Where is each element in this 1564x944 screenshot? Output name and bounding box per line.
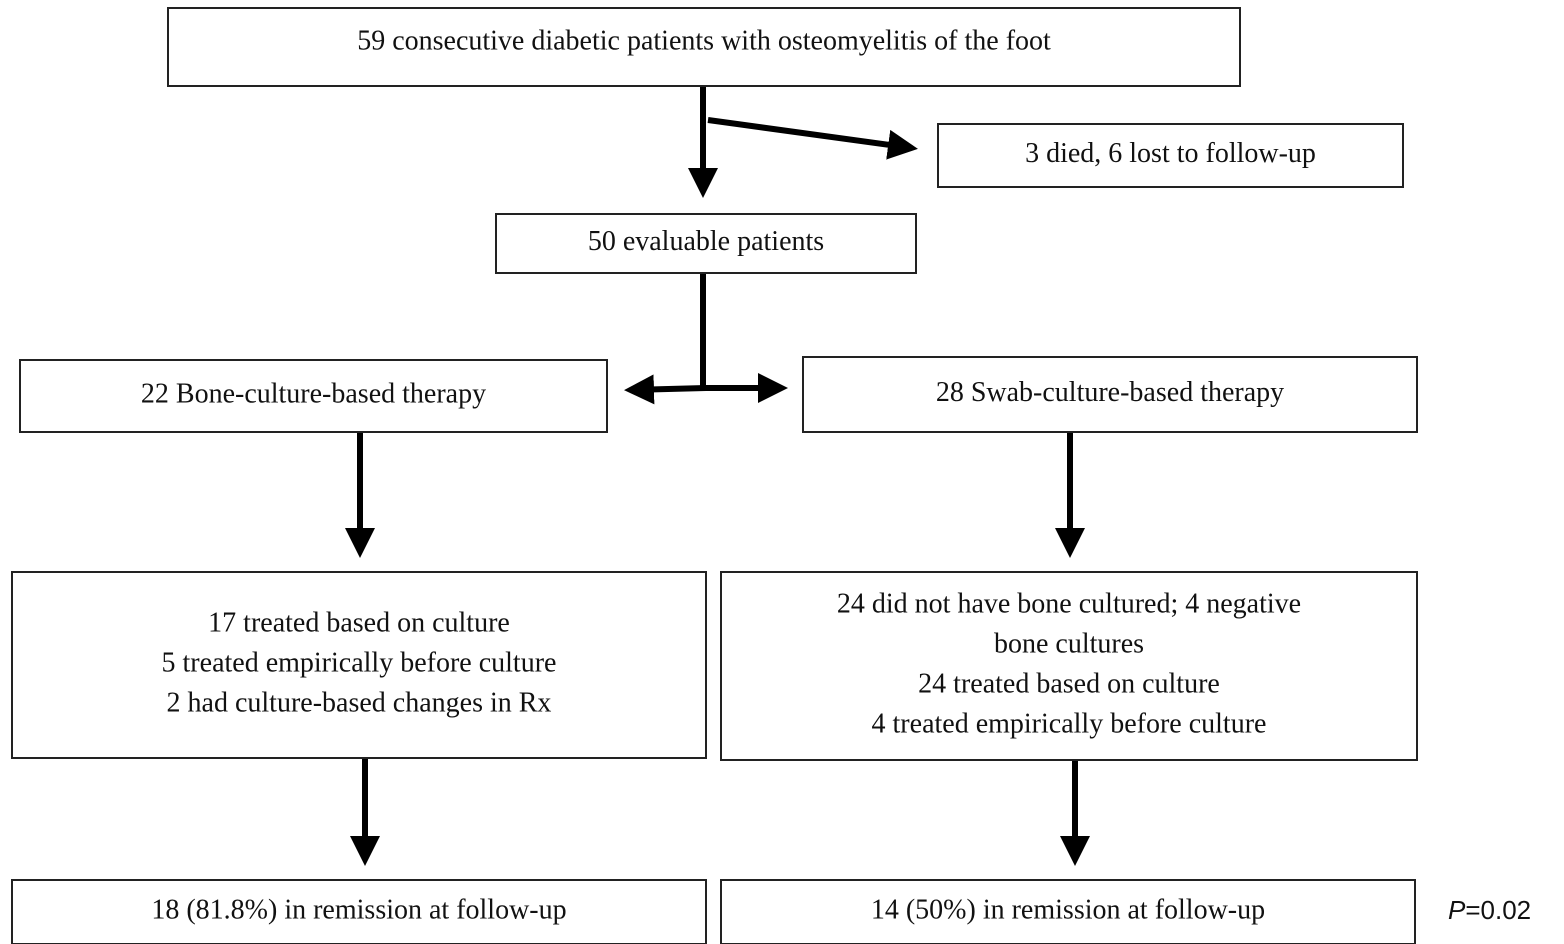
box-text: 5 treated empirically before culture xyxy=(162,647,557,678)
arrow xyxy=(707,117,918,160)
box xyxy=(495,213,917,274)
box xyxy=(167,7,1241,87)
box xyxy=(19,359,608,433)
box xyxy=(937,123,1404,188)
box-text: bone cultures xyxy=(994,628,1144,659)
box xyxy=(802,356,1418,433)
box-text: 24 did not have bone cultured; 4 negativ… xyxy=(837,588,1301,619)
box xyxy=(720,879,1416,944)
p-value: P=0.02 xyxy=(1448,895,1531,925)
box-text: 22 Bone-culture-based therapy xyxy=(141,378,486,409)
box xyxy=(720,571,1418,761)
box-text: 24 treated based on culture xyxy=(918,668,1220,699)
box xyxy=(11,571,707,759)
box-text: 2 had culture-based changes in Rx xyxy=(167,687,552,718)
box-text: 28 Swab-culture-based therapy xyxy=(936,377,1284,408)
box-text: 59 consecutive diabetic patients with os… xyxy=(357,25,1051,56)
p-symbol: P xyxy=(1448,895,1466,925)
box-text: 3 died, 6 lost to follow-up xyxy=(1025,138,1316,169)
arrows xyxy=(345,86,1090,866)
box-text: 4 treated empirically before culture xyxy=(872,708,1267,739)
box-text: 14 (50%) in remission at follow-up xyxy=(871,894,1265,925)
box-text: 17 treated based on culture xyxy=(208,607,510,638)
box-text: 50 evaluable patients xyxy=(588,226,824,257)
box xyxy=(11,879,707,944)
arrow xyxy=(624,374,707,405)
box-text: 18 (81.8%) in remission at follow-up xyxy=(151,894,566,925)
p-text: =0.02 xyxy=(1465,895,1531,925)
